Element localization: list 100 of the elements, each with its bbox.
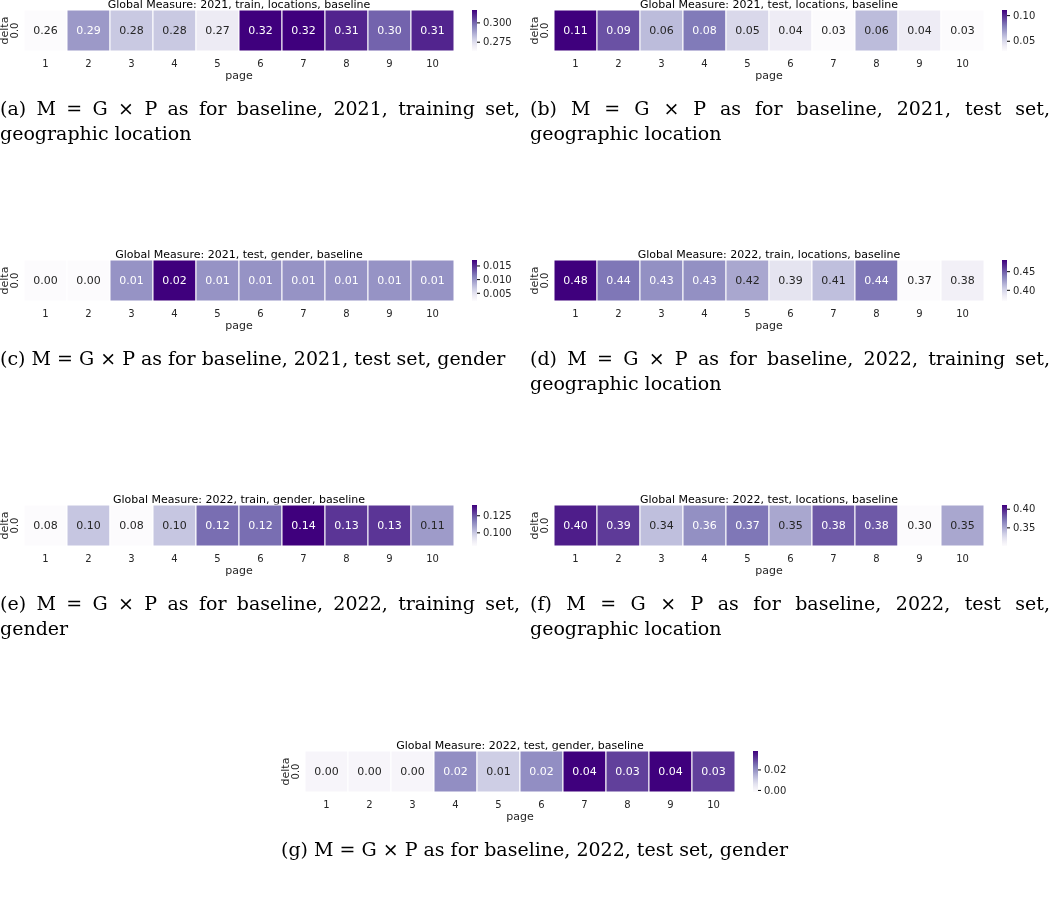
x-tick-label: 4 (701, 308, 708, 319)
x-tick-label: 4 (701, 58, 708, 69)
color-bar-label: 0.015 (483, 260, 512, 272)
x-tick-label: 2 (615, 308, 622, 319)
chart-title: Global Measure: 2021, train, locations, baseline (107, 0, 371, 11)
x-tick-label: 2 (615, 58, 622, 69)
y-axis-title: delta (528, 511, 541, 540)
x-tick-label: 4 (701, 553, 708, 564)
data-label: 0.00 (33, 274, 58, 288)
data-label: 0.36 (692, 519, 717, 533)
chart-title: Global Measure: 2021, test, gender, baseline (115, 248, 364, 261)
x-tick-label: 5 (744, 58, 751, 69)
color-bar-label: 0.00 (764, 784, 787, 796)
x-tick-label: 5 (214, 308, 221, 319)
data-label: 0.08 (33, 519, 58, 533)
x-tick-label: 7 (300, 553, 307, 564)
data-label: 0.01 (334, 274, 359, 288)
x-tick-label: 8 (343, 58, 350, 69)
data-label: 0.11 (563, 24, 588, 38)
x-tick-label: 8 (873, 553, 880, 564)
x-tick-label: 1 (572, 58, 579, 69)
x-tick-label: 8 (343, 553, 350, 564)
data-label: 0.32 (291, 24, 316, 38)
color-bar-label: 0.45 (1013, 265, 1036, 277)
data-label: 0.00 (400, 765, 425, 779)
y-axis-title: delta (0, 511, 11, 540)
color-bar-label: 0.100 (483, 527, 512, 539)
data-label: 0.13 (334, 519, 359, 533)
x-tick-label: 1 (42, 553, 49, 564)
data-label: 0.02 (529, 765, 554, 779)
x-tick-label: 1 (572, 308, 579, 319)
x-tick-label: 10 (707, 799, 720, 810)
x-tick-label: 5 (744, 553, 751, 564)
data-label: 0.38 (821, 519, 846, 533)
x-tick-label: 6 (787, 553, 794, 564)
data-label: 0.01 (205, 274, 230, 288)
y-axis-title: delta (279, 757, 292, 786)
x-tick-label: 5 (744, 308, 751, 319)
data-label: 0.34 (649, 519, 674, 533)
x-tick-label: 9 (386, 308, 393, 319)
color-bar-label: 0.300 (483, 17, 512, 29)
x-tick-label: 2 (615, 553, 622, 564)
data-label: 0.12 (248, 519, 273, 533)
x-tick-label: 3 (658, 553, 665, 564)
data-label: 0.37 (907, 274, 932, 288)
chart-title: Global Measure: 2022, train, locations, baseline (637, 248, 901, 261)
data-label: 0.32 (248, 24, 273, 38)
data-label: 0.42 (735, 274, 760, 288)
x-tick-label: 4 (171, 553, 178, 564)
data-label: 0.30 (907, 519, 932, 533)
text: (b) M = G × P as for baseline, 2021, test set, geographic location (530, 96, 1050, 146)
data-label: 0.01 (248, 274, 273, 288)
x-tick-label: 3 (409, 799, 416, 810)
data-label: 0.03 (950, 24, 975, 38)
data-label: 0.37 (735, 519, 760, 533)
x-tick-label: 9 (386, 58, 393, 69)
color-bar-label: 0.005 (483, 287, 512, 299)
x-axis-title: page (755, 564, 783, 577)
x-tick-label: 4 (171, 308, 178, 319)
x-tick-label: 9 (667, 799, 674, 810)
y-axis-title: delta (528, 266, 541, 295)
x-axis-title: page (755, 319, 783, 332)
data-label: 0.38 (950, 274, 975, 288)
data-label: 0.35 (950, 519, 975, 533)
data-label: 0.06 (864, 24, 889, 38)
data-label: 0.02 (443, 765, 468, 779)
data-label: 0.12 (205, 519, 230, 533)
text: (c) M = G × P as for baseline, 2021, test set, gender (0, 346, 507, 371)
x-tick-label: 8 (873, 58, 880, 69)
x-axis-title: page (506, 810, 534, 823)
color-bar-label: 0.125 (483, 509, 512, 521)
data-label: 0.29 (76, 24, 101, 38)
text: (e) M = G × P as for baseline, 2022, training set, gender (0, 591, 520, 641)
data-label: 0.44 (606, 274, 631, 288)
y-tick-label: 0.0 (539, 517, 550, 534)
x-tick-label: 1 (42, 308, 49, 319)
x-tick-label: 2 (85, 58, 92, 69)
x-tick-label: 7 (300, 308, 307, 319)
x-tick-label: 3 (658, 58, 665, 69)
x-axis-title: page (755, 69, 783, 82)
data-label: 0.00 (76, 274, 101, 288)
color-bar-label: 0.40 (1013, 284, 1036, 296)
data-label: 0.43 (692, 274, 717, 288)
x-axis-title: page (225, 319, 253, 332)
y-axis-title: delta (0, 16, 11, 45)
x-tick-label: 5 (214, 58, 221, 69)
data-label: 0.04 (658, 765, 683, 779)
x-tick-label: 6 (257, 553, 264, 564)
data-label: 0.08 (692, 24, 717, 38)
x-tick-label: 2 (366, 799, 373, 810)
x-tick-label: 7 (830, 58, 837, 69)
color-bar-label: 0.02 (764, 764, 787, 776)
color-bar-label: 0.10 (1013, 9, 1036, 21)
x-tick-label: 8 (624, 799, 631, 810)
x-tick-label: 4 (452, 799, 459, 810)
x-axis-title: page (225, 69, 253, 82)
x-tick-label: 9 (386, 553, 393, 564)
data-label: 0.27 (205, 24, 230, 38)
data-label: 0.04 (907, 24, 932, 38)
data-label: 0.31 (420, 24, 445, 38)
